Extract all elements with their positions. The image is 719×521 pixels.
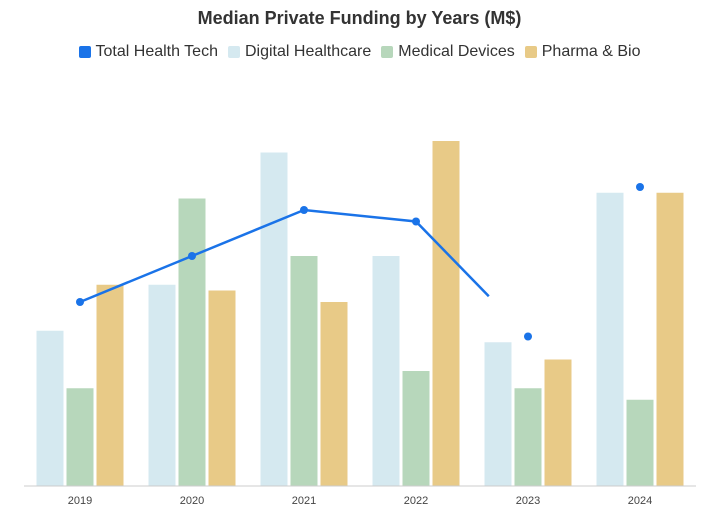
point-total-health-tech-2021 (300, 206, 308, 214)
bar-medical-devices-2022 (402, 371, 430, 486)
bar-medical-devices-2023 (514, 388, 542, 486)
bar-digital-healthcare-2022 (372, 256, 400, 486)
legend-item-pharma-bio[interactable]: Pharma & Bio (524, 43, 641, 61)
x-tick-label-2019: 2019 (68, 495, 92, 507)
bar-pharma-bio-2022 (432, 141, 460, 486)
bar-digital-healthcare-2019 (36, 330, 64, 486)
legend-item-digital-healthcare[interactable]: Digital Healthcare (227, 43, 372, 61)
bar-pharma-bio-2021 (320, 302, 348, 486)
bar-pharma-bio-2023 (544, 359, 572, 486)
point-total-health-tech-2024 (636, 183, 644, 191)
bar-pharma-bio-2020 (208, 290, 236, 486)
point-total-health-tech-2020 (188, 252, 196, 260)
bar-medical-devices-2024 (626, 399, 654, 486)
legend-label-digital-healthcare: Digital Healthcare (244, 43, 372, 60)
chart-legend: Total Health Tech Digital Healthcare Med… (0, 43, 719, 61)
bar-medical-devices-2019 (66, 388, 94, 486)
x-tick-label-2022: 2022 (404, 495, 428, 507)
bar-digital-healthcare-2023 (484, 342, 512, 486)
bar-digital-healthcare-2020 (148, 284, 176, 486)
x-tick-label-2024: 2024 (628, 495, 652, 507)
legend-item-medical-devices[interactable]: Medical Devices (381, 43, 515, 61)
bar-pharma-bio-2024 (656, 192, 684, 486)
legend-label-pharma-bio: Pharma & Bio (541, 43, 641, 60)
point-total-health-tech-2019 (76, 298, 84, 306)
x-tick-label-2020: 2020 (180, 495, 204, 507)
legend-label-total-health-tech: Total Health Tech (95, 43, 218, 60)
point-total-health-tech-2022 (412, 217, 420, 226)
bar-medical-devices-2021 (290, 256, 318, 486)
legend-swatch-digital-healthcare (227, 46, 240, 58)
bar-pharma-bio-2019 (96, 284, 124, 486)
x-tick-label-2021: 2021 (292, 495, 316, 507)
point-total-health-tech-2023 (524, 332, 532, 341)
bar-medical-devices-2020 (178, 198, 206, 486)
legend-item-total-health-tech[interactable]: Total Health Tech (78, 43, 218, 61)
legend-swatch-total-health-tech (78, 46, 91, 58)
bar-digital-healthcare-2021 (260, 152, 288, 486)
x-tick-label-2023: 2023 (516, 495, 540, 507)
bar-digital-healthcare-2024 (596, 192, 624, 486)
legend-swatch-medical-devices (381, 46, 394, 58)
legend-swatch-pharma-bio (524, 46, 537, 58)
chart-title: Median Private Funding by Years (M$) (197, 8, 522, 28)
legend-label-medical-devices: Medical Devices (398, 43, 515, 60)
